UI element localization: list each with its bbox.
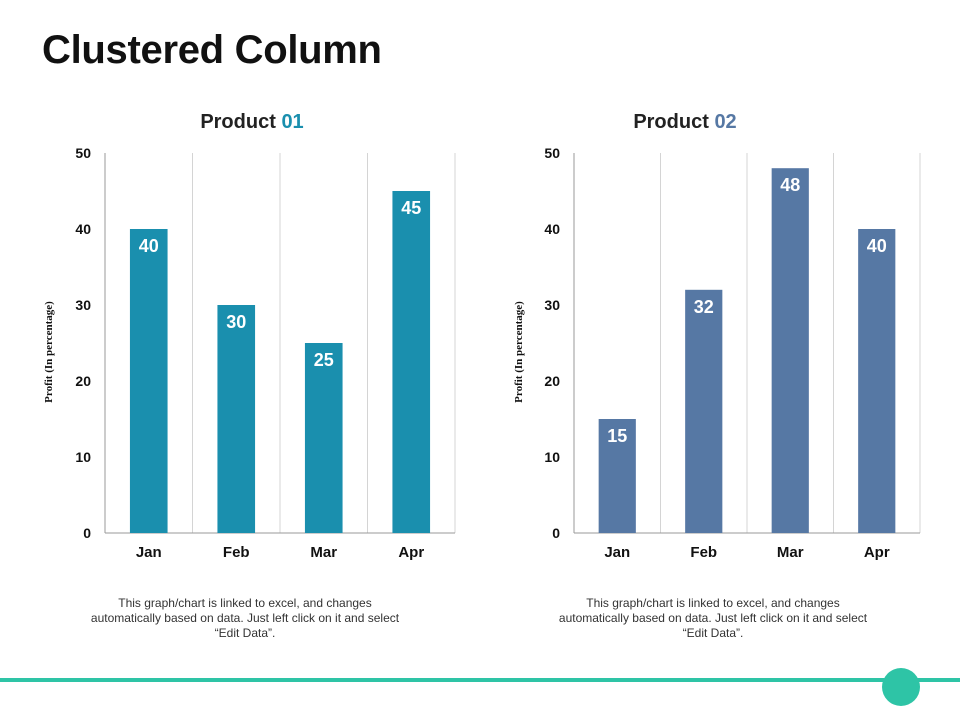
x-tick-label: Mar — [310, 544, 337, 561]
data-label: 32 — [694, 297, 714, 317]
y-tick-label: 50 — [75, 145, 91, 161]
y-tick-label: 20 — [544, 373, 560, 389]
bar-feb[interactable] — [685, 289, 723, 533]
data-label: 45 — [401, 198, 421, 218]
x-tick-label: Jan — [604, 544, 630, 561]
footer-divider — [0, 678, 960, 682]
data-label: 40 — [139, 236, 159, 256]
bar-feb[interactable] — [217, 305, 256, 533]
data-label: 30 — [226, 312, 246, 332]
page-title: Clustered Column — [42, 28, 382, 72]
plot-area: 0 10 20 30 40 50 15 Jan 32 Feb 48 Mar 40 Apr — [544, 145, 921, 561]
bar-mar[interactable] — [304, 343, 343, 533]
y-tick-label: 40 — [75, 221, 91, 237]
bar-apr[interactable] — [392, 191, 431, 533]
bar-jan[interactable] — [129, 229, 168, 533]
y-tick-label: 10 — [544, 449, 560, 465]
y-tick-label: 50 — [544, 145, 560, 161]
chart-caption: This graph/chart is linked to excel, and… — [90, 596, 400, 640]
chart-title: Product 01 — [200, 111, 303, 133]
y-axis-title: Profit (In percentage) — [43, 301, 55, 403]
y-tick-label: 20 — [75, 373, 91, 389]
x-tick-label: Mar — [777, 544, 804, 561]
y-tick-label: 30 — [544, 297, 560, 313]
data-label: 48 — [780, 175, 800, 195]
x-tick-label: Feb — [223, 544, 250, 561]
y-tick-label: 10 — [75, 449, 91, 465]
chart-product-02[interactable]: Product 02 Profit (In percentage) 0 10 20 3… — [490, 100, 940, 570]
x-tick-label: Apr — [864, 544, 890, 561]
bar-mar[interactable] — [771, 168, 809, 533]
data-label: 40 — [867, 236, 887, 256]
y-axis-title: Profit (In percentage) — [513, 301, 525, 403]
footer-accent-dot — [882, 668, 920, 706]
y-tick-label: 0 — [552, 525, 560, 541]
data-label: 25 — [314, 350, 334, 370]
x-tick-label: Feb — [690, 544, 717, 561]
chart-product-01[interactable]: Product 01 Profit (In percentage) 0 10 20 3… — [20, 100, 470, 570]
bar-jan[interactable] — [598, 419, 636, 533]
y-tick-label: 0 — [83, 525, 91, 541]
chart-title: Product 02 — [633, 111, 736, 133]
chart-caption: This graph/chart is linked to excel, and… — [558, 596, 868, 640]
y-tick-label: 40 — [544, 221, 560, 237]
bar-apr[interactable] — [858, 229, 896, 533]
x-tick-label: Apr — [398, 544, 424, 561]
data-label: 15 — [607, 426, 627, 446]
plot-area: 0 10 20 30 40 50 40 Jan 30 Feb 25 Mar 45 Apr — [75, 145, 456, 561]
x-tick-label: Jan — [136, 544, 162, 561]
y-tick-label: 30 — [75, 297, 91, 313]
